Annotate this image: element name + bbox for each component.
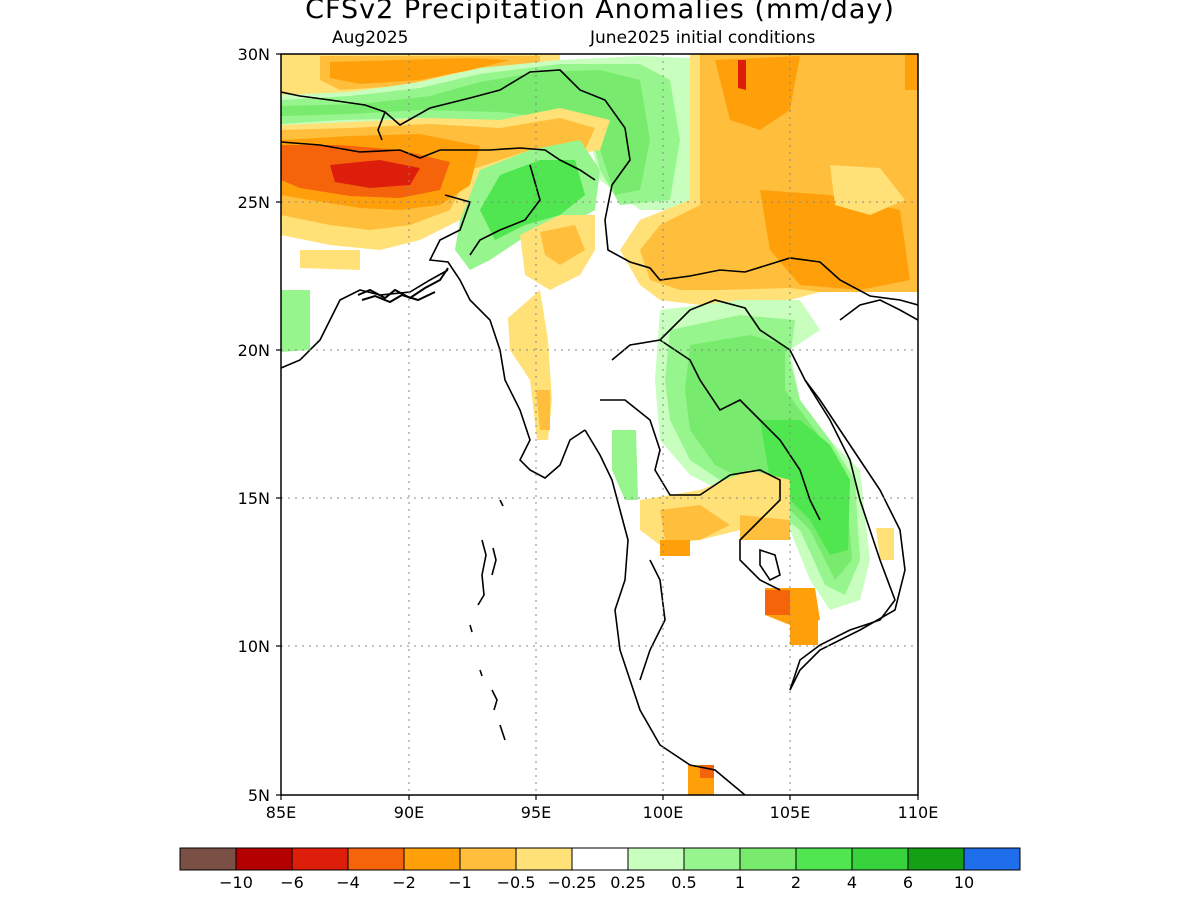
y-tick-label: 30N — [238, 45, 270, 64]
border-line — [789, 379, 906, 691]
anomaly-region — [738, 60, 746, 90]
border-line — [281, 69, 918, 306]
anomaly-region — [715, 56, 800, 130]
colorbar-swatch — [907, 847, 965, 871]
colorbar-swatch — [235, 847, 293, 871]
anomaly-region — [876, 528, 894, 560]
y-tick-label: 25N — [238, 193, 270, 212]
y-tick-label: 20N — [238, 341, 270, 360]
chart-title: CFSv2 Precipitation Anomalies (mm/day) — [305, 0, 895, 25]
colorbar-label: 0.25 — [610, 873, 646, 892]
anomaly-region — [300, 250, 360, 270]
anomaly-region — [760, 190, 910, 290]
colorbar-label: −4 — [336, 873, 360, 892]
border-line — [281, 269, 449, 369]
gridlines — [281, 54, 918, 795]
border-line — [611, 299, 896, 691]
x-tick-label: 105E — [770, 803, 811, 822]
border-line — [469, 164, 541, 256]
colorbar-label: −0.5 — [497, 873, 536, 892]
colorbar-swatch — [963, 847, 1021, 871]
colorbar-label: 0.5 — [671, 873, 696, 892]
forecast-month: Aug2025 — [332, 28, 409, 48]
border-line — [281, 141, 596, 181]
anomaly-region — [765, 590, 790, 615]
x-axis-labels: 85E 90E 95E 100E 105E 110E — [266, 803, 939, 822]
y-tick-label: 10N — [238, 637, 270, 656]
colorbar-swatch — [515, 847, 573, 871]
colorbar: −10 −6 −4 −2 −1 −0.5 −0.25 0.25 0.5 1 2 4 6 10 — [179, 847, 1021, 892]
delta-coastline — [357, 267, 449, 304]
border-line — [659, 339, 821, 521]
colorbar-label: 6 — [903, 873, 913, 892]
border-line — [759, 548, 781, 582]
andaman-islands — [469, 499, 506, 741]
border-line — [600, 399, 781, 591]
anomaly-region — [281, 290, 310, 352]
country-borders — [281, 69, 918, 795]
colorbar-swatch — [739, 847, 797, 871]
anomaly-fields — [281, 54, 918, 795]
colorbar-swatch — [851, 847, 909, 871]
colorbar-swatch — [459, 847, 517, 871]
colorbar-label: 2 — [791, 873, 801, 892]
x-tick-label: 110E — [898, 803, 939, 822]
colorbar-swatch — [179, 847, 237, 871]
anomaly-region — [905, 54, 918, 90]
anomaly-region — [540, 225, 585, 265]
colorbar-swatch — [627, 847, 685, 871]
y-axis-labels: 30N 25N 20N 15N 10N 5N — [238, 45, 270, 805]
colorbar-label: 4 — [847, 873, 857, 892]
anomaly-region — [281, 70, 650, 195]
border-line — [377, 111, 386, 141]
initial-conditions: June2025 initial conditions — [590, 28, 816, 48]
border-line — [839, 299, 918, 321]
border-line — [584, 429, 746, 795]
y-tick-label: 5N — [248, 786, 270, 805]
x-tick-label: 95E — [521, 803, 551, 822]
colorbar-label: −6 — [280, 873, 304, 892]
colorbar-label: −0.25 — [547, 873, 596, 892]
map-frame — [280, 53, 919, 796]
anomaly-region — [536, 390, 550, 430]
anomaly-region — [612, 430, 638, 500]
colorbar-swatch — [795, 847, 853, 871]
anomaly-region — [790, 618, 818, 645]
colorbar-label: 10 — [954, 873, 974, 892]
anomaly-region — [740, 515, 790, 540]
colorbar-swatch — [347, 847, 405, 871]
x-tick-label: 100E — [643, 803, 684, 822]
anomaly-region — [480, 160, 585, 240]
x-tick-label: 90E — [394, 803, 424, 822]
x-tick-label: 85E — [266, 803, 296, 822]
anomaly-region — [330, 160, 420, 188]
colorbar-label: 1 — [735, 873, 745, 892]
colorbar-label: −10 — [219, 873, 253, 892]
colorbar-label: −2 — [392, 873, 416, 892]
colorbar-swatch — [403, 847, 461, 871]
anomaly-region — [660, 540, 690, 556]
colorbar-swatch — [291, 847, 349, 871]
border-line — [639, 559, 666, 681]
anomaly-region — [330, 58, 510, 84]
colorbar-swatch — [571, 847, 629, 871]
y-tick-label: 15N — [238, 489, 270, 508]
anomaly-region — [660, 505, 730, 540]
colorbar-swatch — [683, 847, 741, 871]
tick-marks — [276, 53, 919, 800]
colorbar-label: −1 — [448, 873, 472, 892]
